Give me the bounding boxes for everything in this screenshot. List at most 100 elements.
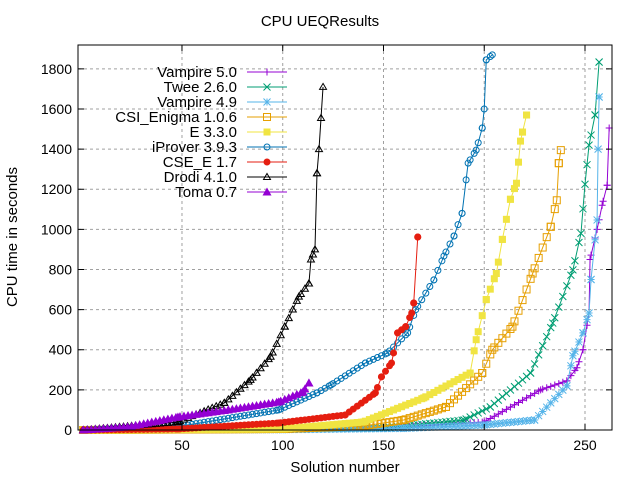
data-point [498, 334, 507, 343]
data-point [515, 398, 522, 406]
data-point [404, 329, 412, 337]
data-point [488, 51, 496, 59]
data-point [321, 425, 329, 434]
data-point [257, 425, 265, 433]
data-point [417, 423, 426, 432]
data-point [519, 396, 527, 404]
data-point [292, 296, 302, 304]
data-point [263, 158, 271, 166]
data-point [414, 233, 422, 241]
data-point [547, 382, 555, 390]
data-point [537, 386, 545, 394]
data-point [174, 425, 182, 433]
data-point [321, 384, 329, 392]
data-point [236, 412, 244, 420]
data-point [289, 424, 297, 432]
data-point [534, 411, 543, 420]
data-point [552, 196, 561, 205]
data-point [466, 421, 474, 430]
data-point [433, 405, 442, 414]
data-point [262, 172, 272, 180]
data-point [440, 252, 448, 260]
data-point [502, 215, 510, 223]
data-point [518, 296, 527, 305]
data-point [442, 422, 450, 431]
y-tick-label: 600 [49, 302, 73, 318]
data-point [263, 68, 271, 76]
data-point [567, 271, 575, 280]
data-point [263, 113, 271, 121]
data-point [587, 275, 595, 284]
data-point [598, 201, 606, 209]
data-point [265, 425, 273, 433]
data-point [365, 416, 373, 424]
data-point [388, 359, 396, 367]
data-point [327, 381, 335, 389]
data-point [466, 413, 474, 421]
data-point [301, 423, 309, 431]
data-point [405, 414, 414, 423]
data-point [490, 420, 499, 428]
data-point [522, 416, 531, 425]
y-tick-label: 200 [49, 382, 73, 398]
data-point [446, 240, 454, 248]
data-point [517, 137, 525, 145]
data-point [567, 361, 575, 370]
data-point [390, 406, 398, 414]
data-point [530, 264, 539, 273]
data-point [321, 421, 329, 429]
data-point [293, 424, 301, 432]
y-tick-label: 0 [64, 422, 72, 438]
data-point [249, 425, 257, 433]
data-point [426, 391, 434, 399]
data-point [573, 364, 581, 372]
data-point [486, 285, 494, 293]
data-point [421, 423, 430, 432]
data-point [446, 422, 454, 431]
data-point [401, 415, 410, 424]
data-point [413, 423, 422, 432]
data-point [389, 417, 398, 426]
data-point [434, 386, 442, 394]
data-point [236, 384, 245, 392]
data-point [263, 128, 271, 136]
data-point [559, 378, 567, 386]
data-point [478, 407, 487, 415]
data-point [394, 329, 402, 337]
data-point [359, 418, 367, 426]
data-point [494, 419, 503, 428]
data-point [466, 369, 474, 377]
data-point [244, 377, 253, 385]
data-point [510, 401, 518, 409]
y-tick-label: 400 [49, 342, 73, 358]
legend-label: CSI_Enigma 1.0.6 [115, 109, 237, 126]
data-point [357, 424, 366, 433]
data-point [554, 303, 563, 311]
data-point [486, 420, 495, 429]
data-point [280, 322, 290, 330]
data-point [246, 375, 255, 383]
data-point [542, 233, 551, 242]
data-point [274, 397, 284, 406]
data-point [430, 276, 438, 284]
data-point [534, 253, 543, 262]
data-point [371, 389, 379, 397]
data-point [556, 146, 565, 155]
data-point [546, 323, 555, 332]
data-point [587, 131, 595, 139]
data-point [486, 403, 495, 411]
data-point [591, 235, 599, 244]
data-point [219, 398, 229, 406]
data-point [458, 209, 466, 217]
data-point [450, 378, 458, 386]
data-point [538, 407, 547, 416]
data-point [591, 111, 599, 119]
data-point [373, 419, 382, 428]
data-point [398, 403, 406, 411]
data-point [262, 187, 272, 196]
data-point [586, 255, 594, 263]
data-point [394, 404, 402, 412]
data-point [510, 317, 519, 326]
data-point [425, 423, 434, 432]
data-point [526, 416, 535, 425]
